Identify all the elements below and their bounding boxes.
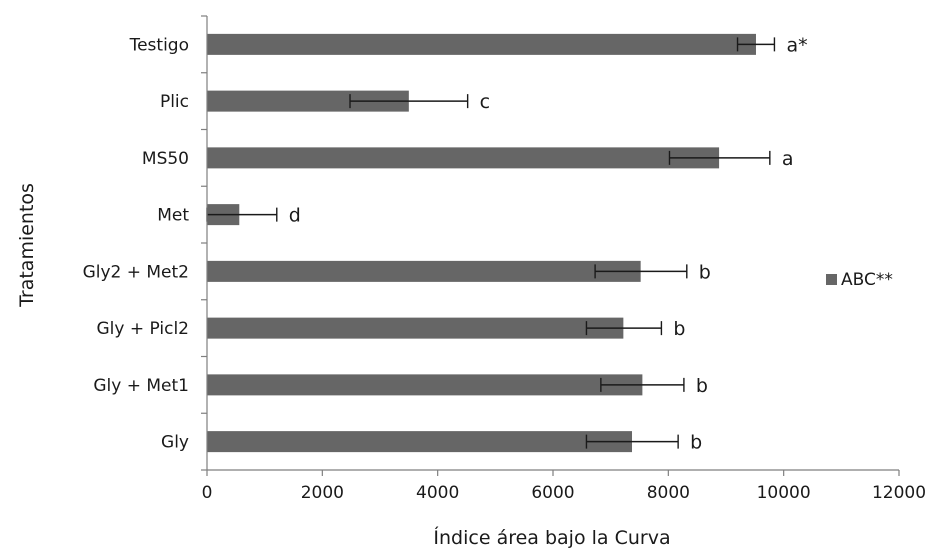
bar xyxy=(207,317,624,339)
significance-label: c xyxy=(480,91,490,113)
legend: ABC** xyxy=(826,270,893,290)
bar xyxy=(207,431,633,453)
category-label: Gly xyxy=(161,433,189,453)
significance-label: a xyxy=(782,148,794,170)
significance-label: b xyxy=(699,261,711,283)
x-axis-title: Índice área bajo la Curva xyxy=(433,526,670,549)
bar xyxy=(207,33,756,55)
significance-label: b xyxy=(690,432,702,454)
x-tick-label: 4000 xyxy=(416,483,459,503)
y-axis-title: Tratamientos xyxy=(16,183,38,308)
bar xyxy=(207,147,720,169)
category-label: Met xyxy=(157,206,189,226)
category-label: Gly + Picl2 xyxy=(97,319,190,339)
axes-layer xyxy=(201,15,900,476)
x-tick-label: 0 xyxy=(202,483,213,503)
category-label: Plic xyxy=(160,92,189,112)
category-label: Testigo xyxy=(129,35,189,55)
legend-swatch xyxy=(826,274,837,285)
significance-label: a* xyxy=(786,34,807,56)
x-tick-label: 12000 xyxy=(872,483,926,503)
significance-label: b xyxy=(673,318,685,340)
category-label: MS50 xyxy=(142,149,189,169)
x-tick-label: 8000 xyxy=(647,483,690,503)
bar xyxy=(207,374,643,396)
bar xyxy=(207,260,641,282)
x-tick-label: 2000 xyxy=(301,483,344,503)
legend-label: ABC** xyxy=(841,270,893,290)
x-tick-label: 6000 xyxy=(531,483,574,503)
bar xyxy=(207,90,409,112)
category-label: Gly + Met1 xyxy=(93,376,189,396)
significance-label: b xyxy=(696,375,708,397)
category-label: Gly2 + Met2 xyxy=(83,262,189,282)
x-tick-label: 10000 xyxy=(757,483,811,503)
error-bars-layer xyxy=(206,37,776,449)
labels-layer: Testigo a* Plic c MS50 a Met d Gly2 + Met2 b Gly +… xyxy=(83,34,926,503)
significance-label: d xyxy=(289,205,301,227)
